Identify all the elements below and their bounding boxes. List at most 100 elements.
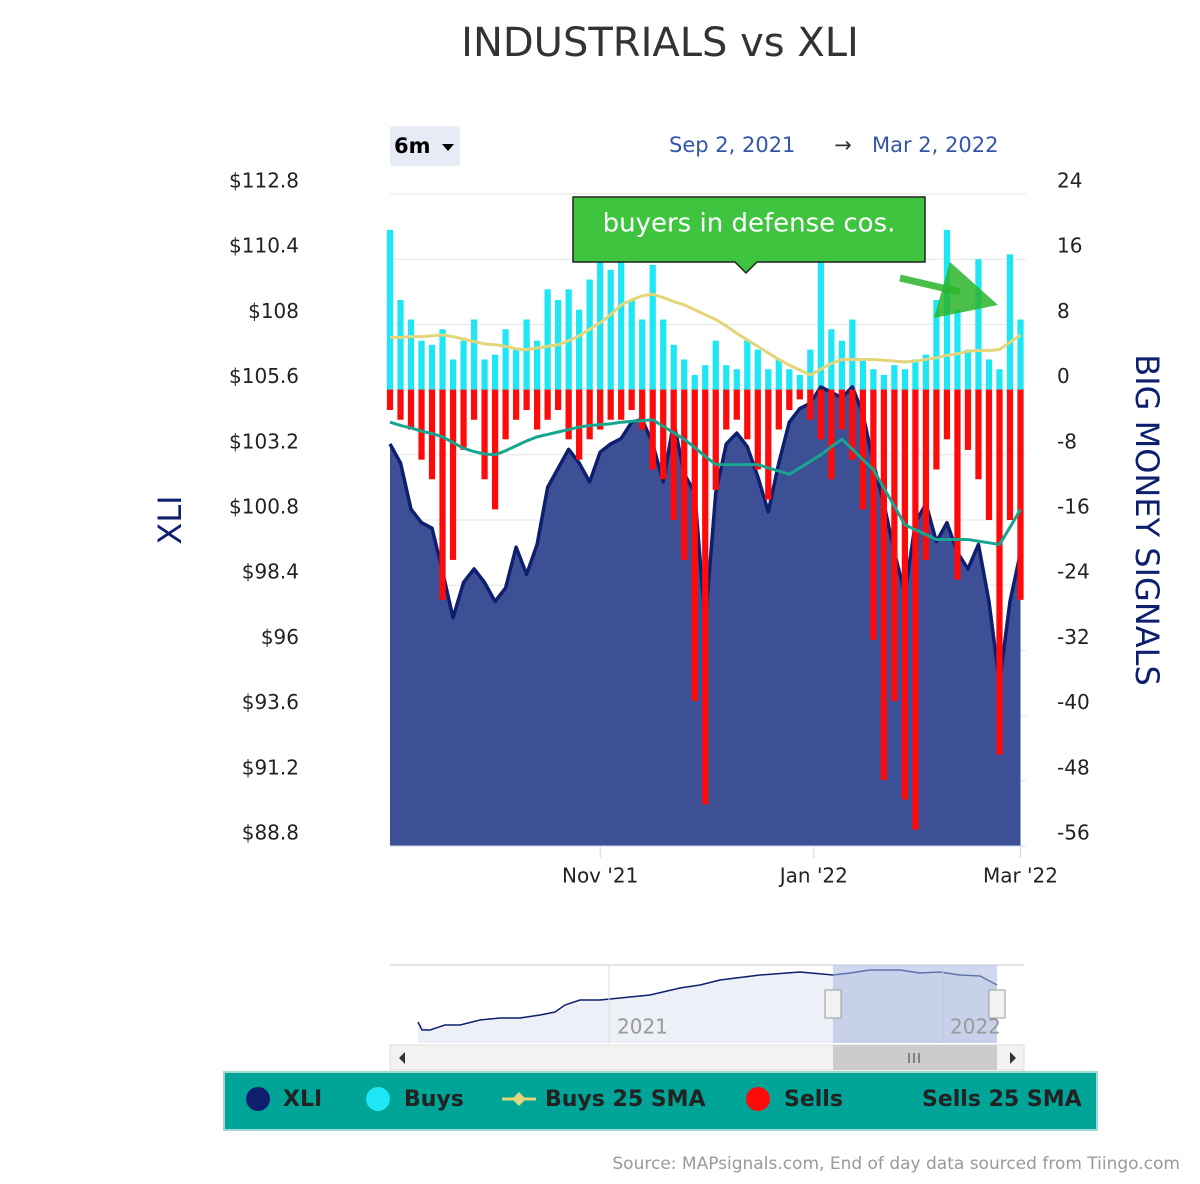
bar bbox=[723, 365, 730, 390]
y-tick-label: $100.8 bbox=[229, 495, 299, 519]
range-button-label[interactable]: 6m bbox=[394, 134, 431, 158]
y-tick-label: $110.4 bbox=[229, 234, 299, 258]
bar bbox=[891, 365, 898, 390]
bar bbox=[512, 349, 520, 390]
bar bbox=[386, 229, 394, 390]
navigator-handle[interactable] bbox=[988, 989, 1006, 1019]
bar bbox=[838, 340, 845, 390]
line bbox=[389, 418, 1022, 546]
bar bbox=[618, 234, 625, 390]
bar bbox=[649, 264, 656, 390]
legend-symbol bbox=[512, 1092, 526, 1106]
annotation-group: buyers in defense cos. bbox=[572, 196, 998, 318]
y-tick-label: $96 bbox=[261, 625, 299, 649]
bar bbox=[796, 374, 803, 390]
y2-tick-label: 0 bbox=[1057, 364, 1070, 388]
legend-label[interactable]: XLI bbox=[283, 1087, 322, 1112]
bar bbox=[985, 359, 993, 390]
bar bbox=[628, 389, 635, 410]
bar bbox=[733, 369, 740, 390]
legend-label[interactable]: Sells bbox=[784, 1087, 843, 1112]
bar bbox=[954, 309, 961, 390]
legend-label[interactable]: Buys 25 SMA bbox=[545, 1087, 706, 1112]
bar bbox=[418, 389, 425, 460]
bar bbox=[975, 259, 982, 390]
legend-symbol bbox=[746, 1087, 770, 1111]
y-tick-label: $105.6 bbox=[229, 364, 299, 388]
x-tick-label: Mar '22 bbox=[983, 864, 1058, 888]
scrollbar-thumb[interactable] bbox=[833, 1045, 997, 1070]
bar bbox=[765, 369, 772, 390]
legend-label[interactable]: Buys bbox=[404, 1087, 464, 1112]
bar bbox=[859, 389, 866, 510]
scroll-left[interactable] bbox=[399, 1052, 405, 1064]
bar bbox=[533, 340, 541, 390]
bar bbox=[618, 389, 625, 420]
bar bbox=[870, 389, 877, 640]
navigator-handle[interactable] bbox=[824, 989, 842, 1019]
bar bbox=[397, 389, 404, 420]
bar bbox=[880, 374, 888, 390]
legend-label[interactable]: Sells 25 SMA bbox=[922, 1087, 1082, 1112]
bar bbox=[660, 319, 667, 390]
y2-tick-label: -8 bbox=[1057, 429, 1077, 453]
bar bbox=[954, 389, 961, 580]
y2-tick-label: -24 bbox=[1057, 560, 1090, 584]
bar bbox=[775, 359, 782, 390]
x-tick-label: Nov '21 bbox=[562, 864, 638, 888]
bar bbox=[386, 389, 394, 410]
bar bbox=[933, 389, 940, 470]
bar bbox=[670, 344, 677, 390]
bar bbox=[828, 329, 835, 390]
bar bbox=[439, 329, 446, 390]
bar bbox=[723, 389, 730, 430]
bar bbox=[639, 319, 646, 390]
dropdown-caret bbox=[442, 144, 454, 151]
bar bbox=[544, 289, 551, 390]
bar bbox=[933, 299, 940, 390]
bar bbox=[828, 389, 835, 480]
y2-tick-label: 8 bbox=[1057, 299, 1070, 323]
y2-tick-label: -56 bbox=[1057, 821, 1090, 845]
bar bbox=[639, 389, 646, 430]
bar bbox=[407, 389, 415, 430]
bar bbox=[1017, 319, 1024, 390]
navigator-selection[interactable] bbox=[833, 965, 997, 1043]
bar bbox=[670, 389, 677, 520]
date-to[interactable]: Mar 2, 2022 bbox=[872, 133, 998, 157]
bar bbox=[586, 389, 593, 440]
y-tick-label: $98.4 bbox=[242, 560, 299, 584]
y-tick-label: $108 bbox=[248, 299, 299, 323]
y2-tick-label: -48 bbox=[1057, 755, 1090, 779]
y2-tick-label: -32 bbox=[1057, 625, 1090, 649]
x-tick-label: Jan '22 bbox=[778, 864, 848, 888]
scroll-right[interactable] bbox=[1010, 1052, 1016, 1064]
bar bbox=[807, 349, 814, 390]
y2-tick-label: -16 bbox=[1057, 495, 1090, 519]
y-tick-label: $91.2 bbox=[242, 755, 299, 779]
bar bbox=[754, 349, 761, 390]
bar bbox=[397, 299, 404, 390]
y-axis-title: XLI bbox=[151, 495, 189, 544]
bar bbox=[996, 369, 1003, 390]
y2-tick-label: 24 bbox=[1057, 169, 1082, 193]
bar bbox=[996, 389, 1003, 755]
bar bbox=[449, 359, 457, 390]
bar bbox=[744, 389, 751, 440]
bar bbox=[607, 269, 614, 390]
bar bbox=[702, 389, 709, 805]
bar bbox=[597, 239, 604, 390]
bar bbox=[859, 359, 866, 390]
navigator: 2021 2022 bbox=[389, 964, 1025, 1071]
date-from[interactable]: Sep 2, 2021 bbox=[669, 133, 795, 157]
y-tick-label: $103.2 bbox=[229, 429, 299, 453]
bar bbox=[470, 319, 478, 390]
bar bbox=[649, 389, 656, 470]
legend-symbol bbox=[246, 1087, 270, 1111]
bar bbox=[470, 389, 478, 420]
annotation-arrow-head bbox=[934, 262, 998, 318]
bar bbox=[786, 369, 793, 390]
bar bbox=[765, 389, 772, 500]
range-button[interactable] bbox=[390, 126, 460, 166]
